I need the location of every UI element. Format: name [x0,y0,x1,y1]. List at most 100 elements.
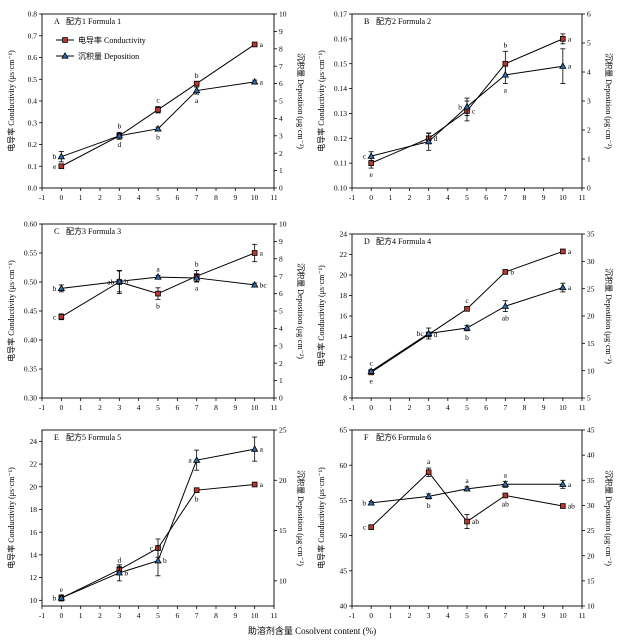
plot-frame [351,233,583,399]
y-right-tick-label: 5 [279,307,283,316]
y-left-tick-label: 20 [340,271,348,280]
y-left-axis-label: 电导率 Conductivity (μs·cm⁻¹) [6,467,16,569]
x-tick-label: 11 [578,403,585,412]
significance-label: a [568,283,572,292]
y-left-tick-label: 24 [340,230,348,239]
significance-label: a [504,470,508,479]
data-point-square [464,306,470,312]
x-tick-label: 5 [465,403,469,412]
x-tick-label: 9 [233,403,237,412]
panel-b: -1 0 1 2 3 4 5 6 7 8 9 10 110.100.110.120.130.140.15… [316,10,614,202]
significance-label: a [465,476,469,485]
data-point-square [58,313,65,320]
panel-letter: A [54,17,60,26]
significance-label: b [53,593,57,602]
data-point-triangle [250,445,259,452]
x-tick-label: 2 [98,611,102,620]
x-tick-label: 8 [523,193,527,202]
y-right-tick-label: 6 [279,79,283,88]
x-tick-label: 7 [195,403,199,412]
significance-label: c [363,523,367,532]
data-point-square [368,524,374,530]
series-deposition: c c b a a [363,48,572,161]
data-point-square [560,503,566,509]
x-tick-label: 8 [523,611,527,620]
x-tick-label: 9 [542,611,546,620]
data-point-square [502,269,509,275]
y-left-tick-label: 8 [343,394,347,403]
panel-letter: B [364,17,369,26]
data-point-triangle [559,283,567,291]
y-right-tick-label: 3 [279,341,283,350]
significance-label: ab [568,502,575,511]
data-point-square [251,481,258,488]
y-right-tick-label: 10 [279,220,287,229]
significance-label: b [362,498,366,507]
data-point-square [193,80,200,87]
significance-label: a [195,283,199,292]
series-line [61,81,255,158]
y-left-tick-label: 0.13 [334,109,347,118]
data-point-triangle [424,329,433,337]
y-left-tick-label: 16 [30,528,38,537]
x-tick-label: 6 [175,193,179,202]
x-tick-label: 4 [446,403,450,412]
y-right-tick-label: 4 [279,114,283,123]
y-right-tick-label: 9 [279,27,283,36]
significance-label: b [427,501,431,510]
y-right-tick-label: 15 [587,339,595,348]
data-point-square [155,290,161,297]
x-tick-label: -1 [349,193,355,202]
data-point-square [58,163,65,170]
x-tick-label: 0 [369,611,373,620]
series-deposition: b b a a bc [53,264,268,293]
x-tick-label: 7 [195,611,199,620]
y-left-tick-label: 0.45 [24,307,37,316]
y-right-tick-label: 0 [587,184,591,193]
y-left-tick-label: 60 [340,461,348,470]
data-point-triangle [559,480,567,487]
y-right-tick-label: 30 [587,501,595,510]
y-right-tick-label: 15 [587,576,595,585]
x-tick-label: 3 [117,403,121,412]
y-right-tick-label: 8 [279,44,283,53]
x-tick-label: 1 [388,403,392,412]
x-tick-label: 8 [214,193,218,202]
y-right-tick-label: 7 [279,62,283,71]
x-tick-label: 9 [233,611,237,620]
legend-label-deposition: 沉积量 Deposition [78,51,139,61]
y-left-tick-label: 10 [30,596,38,605]
significance-label: ab [502,314,509,323]
significance-label: b [465,333,469,342]
series-conductivity: e d c b a [368,247,572,385]
x-tick-label: 5 [156,193,160,202]
significance-label: a [156,264,160,273]
x-tick-label: 6 [484,193,488,202]
significance-label: a [427,457,431,466]
y-right-tick-label: 10 [279,576,287,585]
significance-label: a [260,249,264,258]
data-point-triangle [115,568,124,576]
x-tick-label: 10 [251,193,259,202]
y-right-tick-label: 10 [587,366,595,375]
panel-title: 配方6 Formula 6 [376,432,431,442]
y-right-axis-label: 沉积量 Deposition (μg·cm⁻²) [604,268,614,364]
x-tick-label: 7 [503,193,507,202]
panel-letter: C [54,227,59,236]
y-left-tick-label: 20 [30,482,38,491]
y-left-tick-label: 12 [340,353,348,362]
data-point-triangle [250,280,259,288]
x-tick-label: 7 [503,611,507,620]
significance-label: a [195,96,199,105]
y-left-tick-label: 0.60 [24,220,37,229]
series-line [61,44,255,167]
x-tick-label: -1 [349,403,355,412]
y-right-tick-label: 25 [587,284,595,293]
data-point-square [502,492,509,499]
series-deposition: c bc b ab a [367,282,572,374]
y-right-tick-label: 5 [587,39,591,48]
significance-label: b [503,40,507,49]
y-left-tick-label: 0.11 [334,159,347,168]
